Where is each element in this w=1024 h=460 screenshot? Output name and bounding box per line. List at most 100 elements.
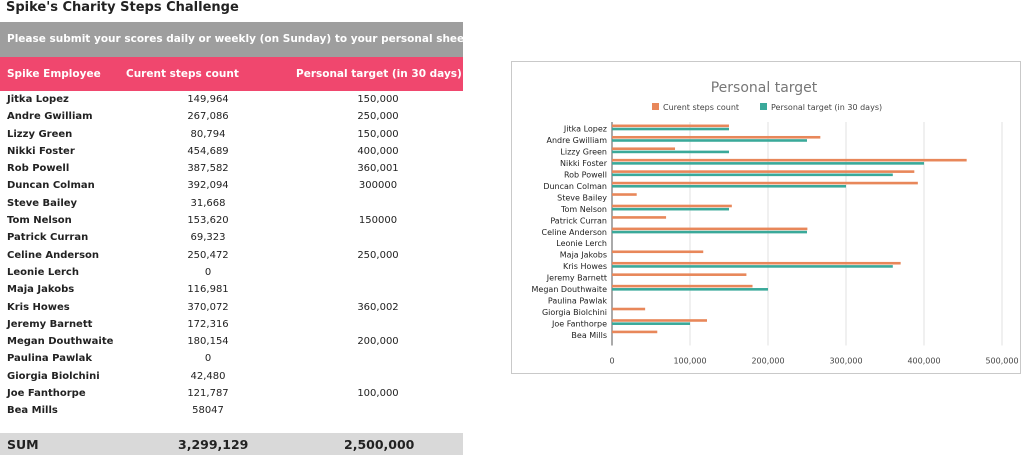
y-category-label: Steve Bailey — [557, 193, 607, 202]
steps-cell[interactable]: 172,316 — [187, 318, 229, 330]
legend-label: Curent steps count — [663, 103, 739, 112]
table-body: Jitka Lopez 149,964 150,000 Andre Gwilliam 2… — [0, 92, 463, 421]
target-cell[interactable]: 150,000 — [357, 128, 399, 140]
y-category-label: Rob Powell — [564, 171, 607, 180]
notice-banner: Please submit your scores daily or weekl… — [0, 22, 473, 57]
employee-name-cell[interactable]: Steve Bailey — [7, 197, 78, 209]
bar — [612, 288, 768, 291]
employee-name-cell[interactable]: Patrick Curran — [7, 232, 89, 244]
bar — [612, 250, 704, 254]
employee-name-cell[interactable]: Kris Howes — [7, 301, 70, 313]
bar — [612, 139, 807, 142]
bar — [612, 181, 918, 185]
table-row: Bea Mills 58047 — [0, 403, 463, 420]
steps-cell[interactable]: 387,582 — [187, 163, 229, 175]
employee-name-cell[interactable]: Andre Gwilliam — [7, 111, 93, 123]
steps-cell[interactable]: 80,794 — [190, 128, 226, 140]
bar — [612, 135, 821, 139]
bar — [612, 158, 967, 162]
table-row: Rob Powell 387,582 360,001 — [0, 161, 463, 178]
steps-cell[interactable]: 149,964 — [187, 94, 229, 105]
y-category-label: Celine Anderson — [542, 228, 607, 237]
steps-cell[interactable]: 250,472 — [187, 249, 229, 261]
target-cell[interactable]: 400,000 — [357, 145, 399, 157]
employee-name-cell[interactable]: Jeremy Barnett — [7, 318, 93, 330]
bar — [612, 330, 658, 334]
col-header-steps[interactable]: Curent steps count — [126, 68, 239, 80]
employee-name-cell[interactable]: Rob Powell — [7, 163, 70, 175]
sum-target[interactable]: 2,500,000 — [344, 437, 415, 452]
steps-cell[interactable]: 69,323 — [190, 232, 226, 244]
bar — [612, 284, 753, 288]
steps-cell[interactable]: 0 — [204, 353, 212, 365]
steps-cell[interactable]: 370,072 — [187, 301, 229, 313]
table-row: Jeremy Barnett 172,316 — [0, 317, 463, 334]
target-cell[interactable]: 250,000 — [357, 249, 399, 261]
chart-container: Personal target Curent steps count Persona… — [511, 61, 1021, 374]
table-row: Joe Fanthorpe 121,787 100,000 — [0, 386, 463, 403]
steps-cell[interactable]: 42,480 — [190, 370, 226, 382]
y-category-label: Paulina Pawlak — [548, 296, 607, 305]
col-header-target[interactable]: Personal target (in 30 days) — [296, 68, 462, 80]
employee-name-cell[interactable]: Jitka Lopez — [7, 94, 69, 105]
steps-cell[interactable]: 392,094 — [187, 180, 229, 192]
employee-name-cell[interactable]: Duncan Colman — [7, 180, 95, 192]
x-tick-label: 300,000 — [829, 357, 862, 366]
employee-name-cell[interactable]: Lizzy Green — [7, 128, 73, 140]
steps-cell[interactable]: 58047 — [192, 405, 224, 417]
y-category-label: Maja Jakobs — [560, 251, 607, 260]
employee-name-cell[interactable]: Tom Nelson — [7, 215, 72, 227]
bar — [612, 173, 893, 177]
employee-name-cell[interactable]: Joe Fanthorpe — [7, 388, 86, 400]
target-cell[interactable]: 250,000 — [357, 111, 399, 123]
steps-cell[interactable]: 267,086 — [187, 111, 229, 123]
target-cell[interactable]: 360,002 — [357, 301, 399, 313]
employee-name-cell[interactable]: Giorgia Biolchini — [7, 370, 100, 382]
employee-name-cell[interactable]: Maja Jakobs — [7, 284, 75, 296]
employee-name-cell[interactable]: Leonie Lerch — [7, 266, 79, 278]
employee-name-cell[interactable]: Megan Douthwaite — [7, 336, 114, 348]
legend-swatch — [760, 103, 767, 110]
col-header-employee[interactable]: Spike Employee — [7, 68, 101, 80]
steps-cell[interactable]: 454,689 — [187, 145, 229, 157]
steps-cell[interactable]: 180,154 — [187, 336, 229, 348]
table-row: Andre Gwilliam 267,086 250,000 — [0, 109, 463, 126]
bar — [612, 227, 808, 231]
steps-cell[interactable]: 121,787 — [187, 388, 229, 400]
target-cell[interactable]: 200,000 — [357, 336, 399, 348]
table-row: Nikki Foster 454,689 400,000 — [0, 144, 463, 161]
employee-name-cell[interactable]: Nikki Foster — [7, 145, 75, 157]
y-category-label: Nikki Foster — [560, 159, 608, 168]
steps-cell[interactable]: 153,620 — [187, 215, 229, 227]
sum-steps[interactable]: 3,299,129 — [178, 437, 249, 452]
table-row: Megan Douthwaite 180,154 200,000 — [0, 334, 463, 351]
employee-name-cell[interactable]: Celine Anderson — [7, 249, 100, 261]
y-category-label: Joe Fanthorpe — [551, 319, 607, 328]
y-category-label: Jitka Lopez — [563, 125, 607, 134]
bar — [612, 207, 729, 211]
employee-name-cell[interactable]: Bea Mills — [7, 405, 58, 417]
y-category-label: Bea Mills — [571, 331, 607, 340]
table-row: Tom Nelson 153,620 150000 — [0, 213, 463, 230]
bar — [612, 150, 729, 154]
target-cell[interactable]: 100,000 — [357, 388, 399, 400]
bar — [612, 162, 924, 165]
employee-name-cell[interactable]: Paulina Pawlak — [7, 353, 93, 365]
target-cell[interactable]: 360,001 — [357, 163, 399, 175]
target-cell[interactable]: 150000 — [358, 215, 398, 227]
target-cell[interactable]: 300000 — [358, 180, 398, 192]
bar — [612, 216, 667, 219]
x-tick-label: 400,000 — [907, 357, 940, 366]
y-category-label: Megan Douthwaite — [532, 285, 608, 294]
bar-chart: Personal target Curent steps count Persona… — [532, 80, 1019, 366]
steps-cell[interactable]: 116,981 — [187, 284, 229, 296]
steps-cell[interactable]: 31,668 — [190, 197, 226, 209]
y-category-label: Giorgia Biolchini — [542, 308, 607, 317]
bar — [612, 147, 676, 151]
table-header: Spike Employee Curent steps count Person… — [0, 57, 463, 91]
table-row: Kris Howes 370,072 360,002 — [0, 300, 463, 317]
steps-cell[interactable]: 0 — [204, 266, 212, 278]
sum-label[interactable]: SUM — [7, 437, 39, 452]
table-row: Jitka Lopez 149,964 150,000 — [0, 92, 463, 109]
target-cell[interactable]: 150,000 — [357, 94, 399, 105]
